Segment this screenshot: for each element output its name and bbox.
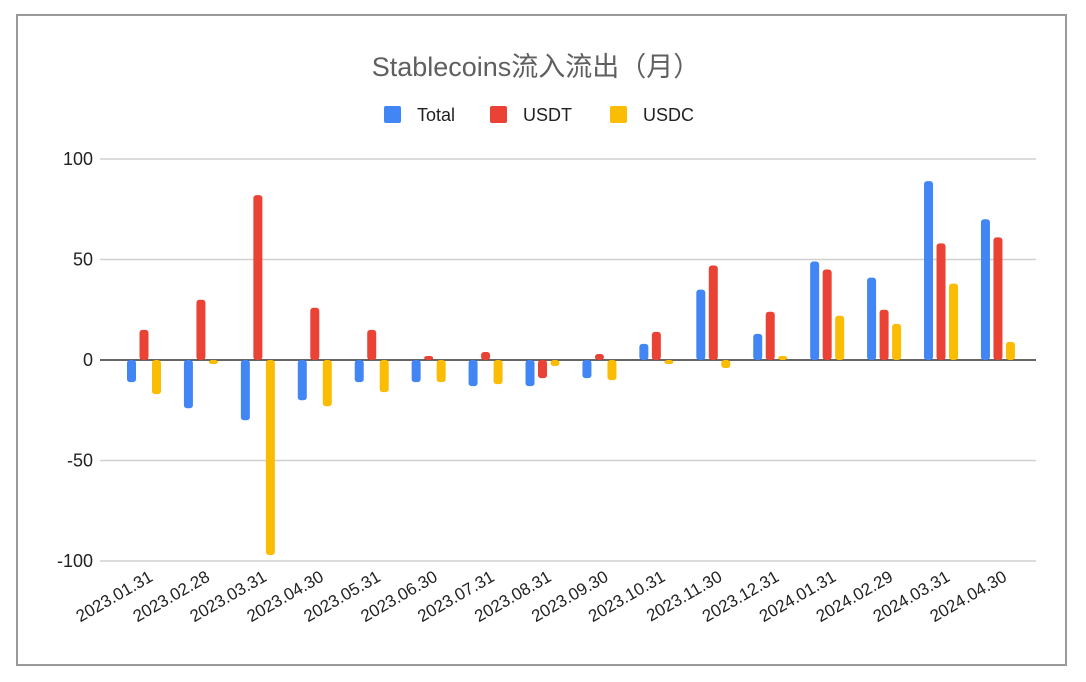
x-axis-labels: 2023.01.312023.02.282023.03.312023.04.30…: [73, 567, 1010, 626]
bar-total-2023.03.31: [240, 360, 250, 421]
bar-usdc-2023.09.30: [607, 360, 617, 381]
bar-usdt-2023.06.30: [424, 355, 434, 360]
bar-usdc-2024.04.30: [1005, 341, 1015, 360]
bar-usdt-2024.02.29: [879, 309, 889, 360]
bar-usdc-2024.02.29: [892, 323, 902, 360]
bar-usdc-2024.01.31: [835, 315, 845, 360]
bar-total-2023.11.30: [696, 289, 706, 360]
bar-usdc-2023.03.31: [265, 360, 275, 555]
bar-usdt-2023.08.31: [538, 360, 548, 379]
bar-usdt-2023.09.30: [594, 353, 604, 360]
bar-usdc-2023.10.31: [664, 360, 674, 365]
bar-total-2023.01.31: [127, 360, 136, 383]
legend-label-total: Total: [417, 105, 455, 125]
legend-label-usdt: USDT: [523, 105, 572, 125]
bar-usdt-2023.04.30: [310, 307, 320, 360]
y-tick-label: -100: [57, 551, 93, 571]
bar-total-2024.03.31: [924, 181, 934, 360]
bar-usdc-2023.08.31: [550, 360, 560, 367]
chart-title: Stablecoins流入流出（月）: [372, 52, 701, 82]
bar-usdt-2023.12.31: [765, 311, 775, 360]
y-tick-label: -50: [67, 451, 93, 471]
bar-total-2023.05.31: [354, 360, 364, 383]
bar-usdt-2024.03.31: [936, 243, 946, 360]
bar-usdt-2023.02.28: [196, 299, 206, 360]
bar-total-2023.09.30: [582, 360, 592, 379]
bar-usdt-2023.01.31: [139, 329, 149, 360]
bar-usdt-2023.05.31: [367, 329, 377, 360]
bar-total-2023.04.30: [297, 360, 307, 401]
bar-usdt-2023.03.31: [253, 195, 263, 360]
gridlines: 100 50 0 -50 -100: [57, 149, 1036, 571]
y-tick-label: 0: [83, 350, 93, 370]
legend-swatch-total: [384, 106, 401, 123]
legend: Total USDT USDC: [384, 105, 694, 125]
bar-total-2023.06.30: [411, 360, 421, 383]
legend-swatch-usdt: [490, 106, 507, 123]
bar-usdc-2023.04.30: [322, 360, 332, 407]
bar-usdt-2023.07.31: [481, 351, 491, 360]
bar-usdt-2024.04.30: [993, 237, 1003, 360]
y-tick-label: 50: [73, 250, 93, 270]
bar-usdt-2024.01.31: [822, 269, 832, 360]
bar-total-2024.02.29: [867, 277, 877, 360]
bar-total-2023.08.31: [525, 360, 535, 387]
bar-usdc-2023.05.31: [379, 360, 389, 393]
y-tick-label: 100: [63, 149, 93, 169]
bar-usdc-2023.11.30: [721, 360, 731, 369]
bar-total-2023.02.28: [183, 360, 193, 409]
bar-total-2023.10.31: [639, 343, 649, 360]
bar-usdc-2023.06.30: [436, 360, 446, 383]
bar-usdc-2024.03.31: [949, 283, 959, 360]
bar-usdc-2023.01.31: [152, 360, 161, 395]
bars: [127, 181, 1015, 555]
bar-total-2024.01.31: [810, 261, 820, 360]
bar-usdt-2023.10.31: [651, 331, 661, 360]
bar-total-2024.04.30: [980, 219, 990, 360]
legend-swatch-usdc: [610, 106, 627, 123]
bar-total-2023.07.31: [468, 360, 478, 387]
chart-frame: [16, 14, 1067, 666]
legend-label-usdc: USDC: [643, 105, 694, 125]
bar-usdc-2023.07.31: [493, 360, 503, 385]
bar-total-2023.12.31: [753, 333, 763, 360]
bar-usdc-2023.02.28: [208, 360, 218, 365]
bar-usdt-2023.11.30: [708, 265, 718, 360]
bar-usdc-2023.12.31: [778, 355, 788, 360]
